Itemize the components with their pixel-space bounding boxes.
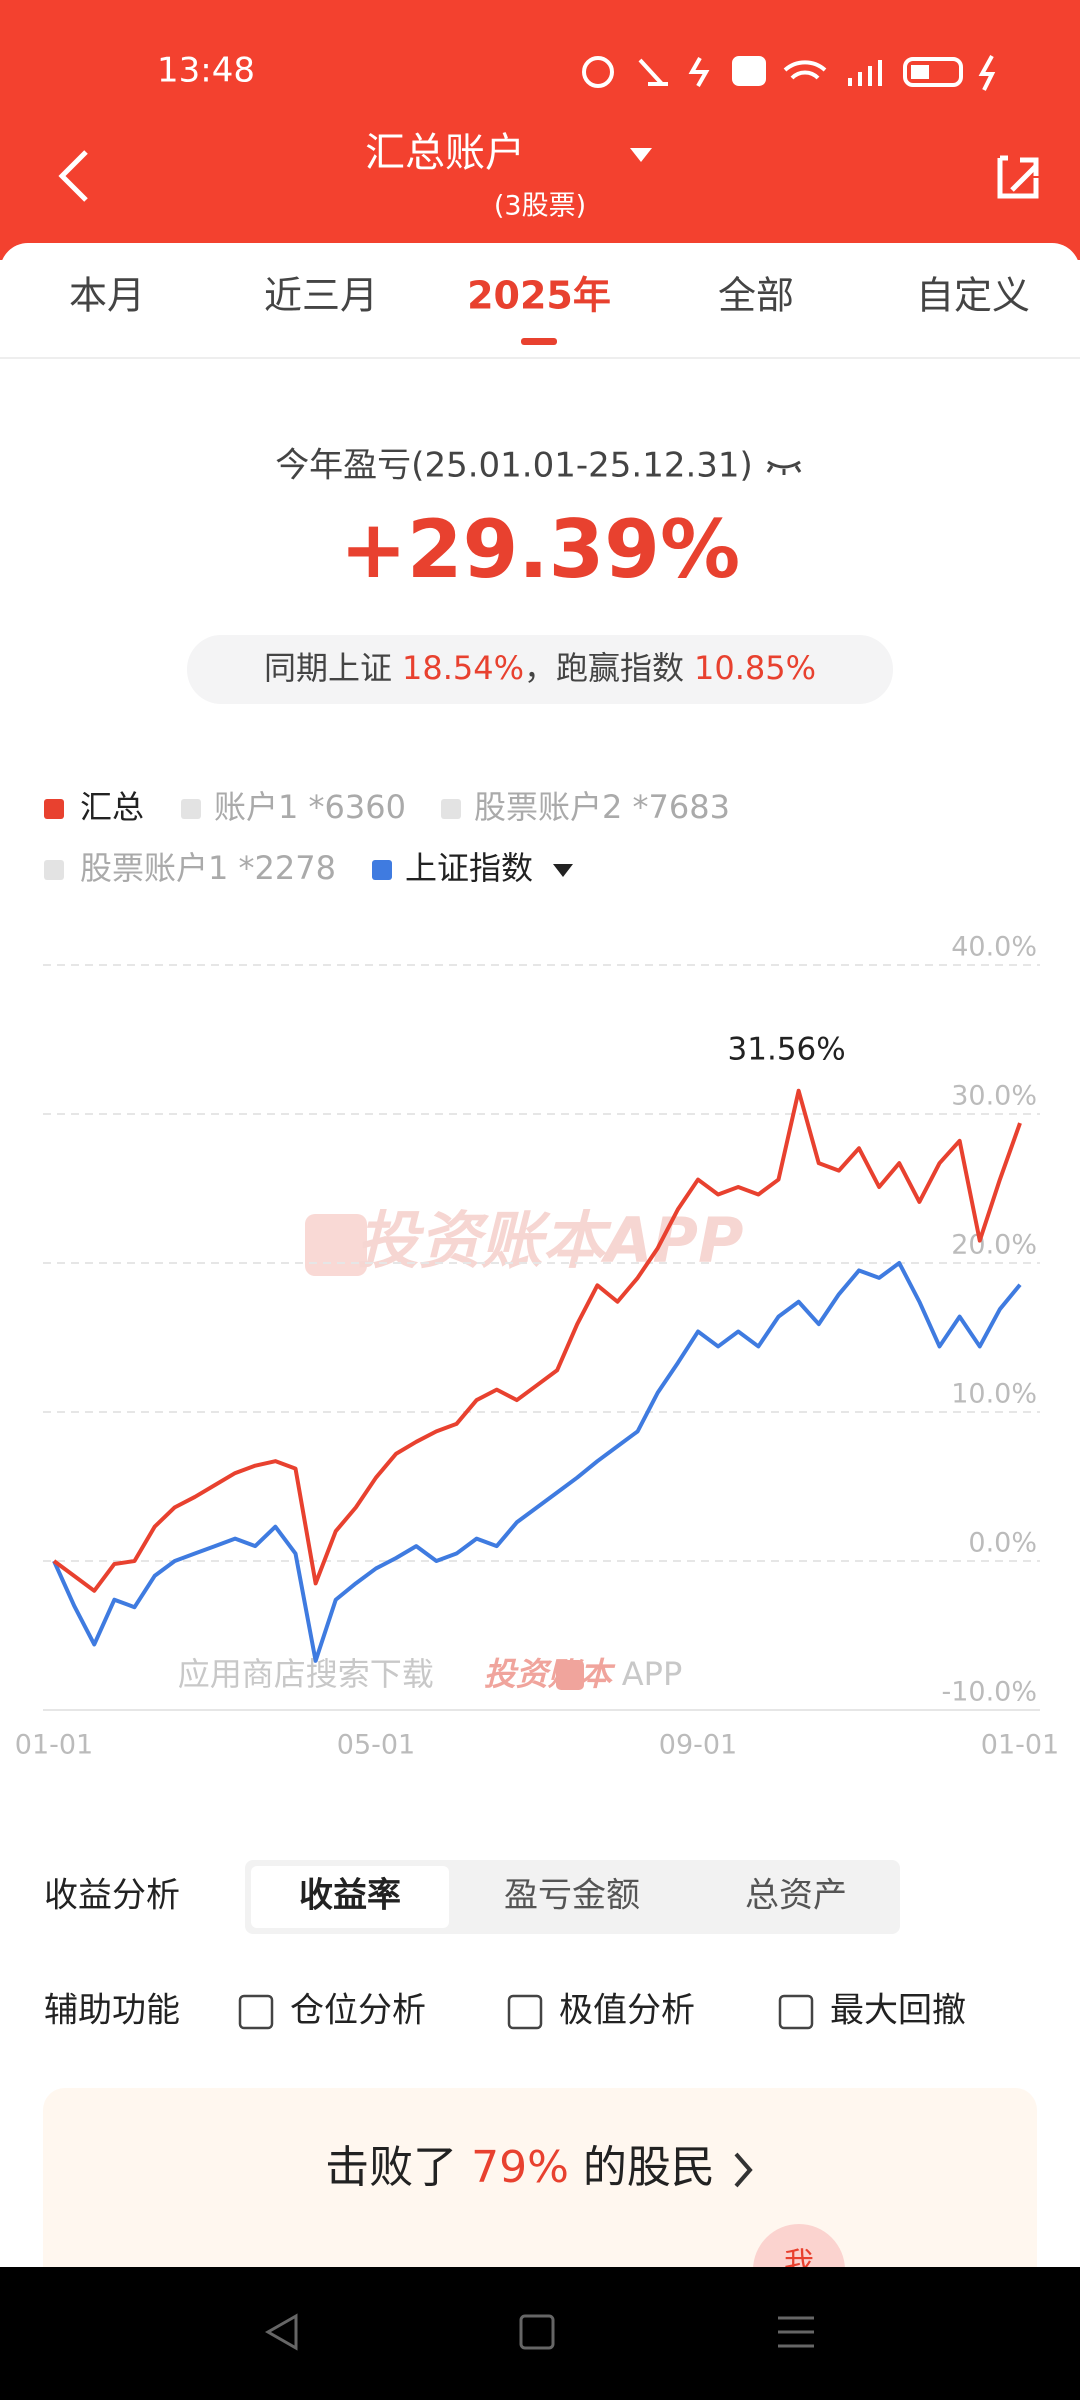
tab[interactable]: 全部 — [718, 274, 794, 318]
segment-selected — [251, 1866, 449, 1928]
footer-part: APP — [622, 1655, 682, 1693]
legend-label[interactable]: 上证指数 — [405, 849, 533, 887]
legend-label[interactable]: 账户1 *6360 — [214, 788, 406, 826]
eye-icon[interactable] — [766, 460, 802, 475]
nav-buttons — [264, 2313, 814, 2351]
segment-group: 收益率 盈亏金额 总资产 — [251, 1866, 847, 1928]
legend-swatch — [372, 860, 392, 880]
value-label: 31.56% — [728, 1031, 846, 1067]
x-tick-label: 09-01 — [659, 1730, 737, 1761]
y-tick-label: 30.0% — [951, 1081, 1037, 1112]
legend-swatch — [44, 799, 64, 819]
nav-menu[interactable] — [778, 2316, 814, 2348]
series-line — [52, 1261, 1022, 1663]
rank-part: 79% — [471, 2142, 569, 2193]
title-dropdown[interactable] — [630, 148, 652, 162]
tab-indicator — [521, 338, 557, 345]
status-icons — [582, 55, 996, 91]
nav-home[interactable] — [519, 2314, 555, 2350]
clock: 13:48 — [157, 51, 255, 91]
summary-label: 今年盈亏(25.01.01-25.12.31) — [275, 446, 753, 486]
summary-value: +29.39% — [340, 503, 740, 596]
y-tick-label: 40.0% — [951, 932, 1037, 963]
watermark-logo — [305, 1214, 367, 1276]
nav-back[interactable] — [264, 2313, 298, 2351]
compare-part: 同期上证 — [264, 649, 392, 687]
rank-part: 击败了 — [325, 2142, 457, 2193]
legend-swatch — [441, 799, 461, 819]
chart: -10.0% 0.0% 10.0% 20.0% 30.0% 40.0% 01-01 05-01… — [15, 932, 1059, 1761]
footer-note: 应用商店搜索下载 投资账本 APP — [178, 1655, 683, 1693]
checkbox[interactable] — [238, 1994, 274, 2030]
y-tick-label: -10.0% — [941, 1677, 1037, 1708]
y-tick-label: 0.0% — [968, 1528, 1037, 1559]
segment-option[interactable]: 盈亏金额 — [504, 1876, 640, 1916]
y-tick-label: 20.0% — [951, 1230, 1037, 1261]
segment-option[interactable]: 总资产 — [745, 1876, 847, 1916]
compare-text: 同期上证 18.54%，跑赢指数 10.85% — [264, 649, 816, 687]
tab[interactable]: 本月 — [69, 274, 145, 318]
legend-swatch — [181, 799, 201, 819]
compare-part: 18.54% — [402, 649, 524, 687]
footer-part: 应用商店搜索下载 — [178, 1655, 434, 1693]
tools-label: 辅助功能 — [44, 1991, 180, 2031]
x-tick-label: 01-01 — [981, 1730, 1059, 1761]
legend-dropdown[interactable] — [553, 864, 573, 877]
y-tick-label: 10.0% — [951, 1379, 1037, 1410]
series-line — [52, 1088, 1022, 1593]
tab[interactable]: 近三月 — [264, 274, 378, 318]
tab[interactable]: 2025年 — [467, 274, 611, 318]
watermark: 投资账本APP — [357, 1204, 744, 1277]
tab[interactable]: 自定义 — [916, 274, 1030, 318]
compare-pill — [187, 635, 893, 704]
checkbox-label[interactable]: 最大回撤 — [830, 1991, 966, 2031]
checkbox[interactable] — [507, 1994, 543, 2030]
rank-arrow[interactable] — [734, 2152, 753, 2188]
checkbox-label[interactable]: 极值分析 — [559, 1991, 695, 2031]
legend-label[interactable]: 股票账户1 *2278 — [80, 849, 336, 887]
x-tick-label: 01-01 — [15, 1730, 93, 1761]
segment-option[interactable]: 收益率 — [299, 1876, 401, 1916]
header-bg — [0, 0, 1080, 260]
footer-part: 投资账本 — [484, 1655, 616, 1693]
legend-swatch — [44, 860, 64, 880]
analysis-label: 收益分析 — [44, 1876, 180, 1916]
nav-bar — [0, 2267, 1080, 2400]
x-tick-label: 05-01 — [337, 1730, 415, 1761]
compare-part: 10.85% — [694, 649, 816, 687]
header-subtitle: (3股票) — [494, 191, 586, 222]
legend-label[interactable]: 股票账户2 *7683 — [474, 788, 730, 826]
rank-text: 击败了 79% 的股民 — [325, 2142, 715, 2193]
legend: 汇总 账户1 *6360 股票账户2 *7683 股票账户1 *2278 上证指… — [44, 788, 730, 887]
checkbox[interactable] — [778, 1994, 814, 2030]
legend-label[interactable]: 汇总 — [80, 788, 144, 826]
checkbox-label[interactable]: 仓位分析 — [290, 1991, 426, 2031]
back-button[interactable] — [58, 150, 88, 202]
footer-logo — [556, 1660, 584, 1690]
compare-part: ，跑赢指数 — [524, 649, 684, 687]
header-title[interactable]: 汇总账户 — [365, 130, 525, 176]
share-button[interactable] — [997, 155, 1039, 199]
rank-part: 的股民 — [583, 2142, 715, 2193]
tools-group: 仓位分析 极值分析 最大回撤 — [238, 1991, 966, 2031]
